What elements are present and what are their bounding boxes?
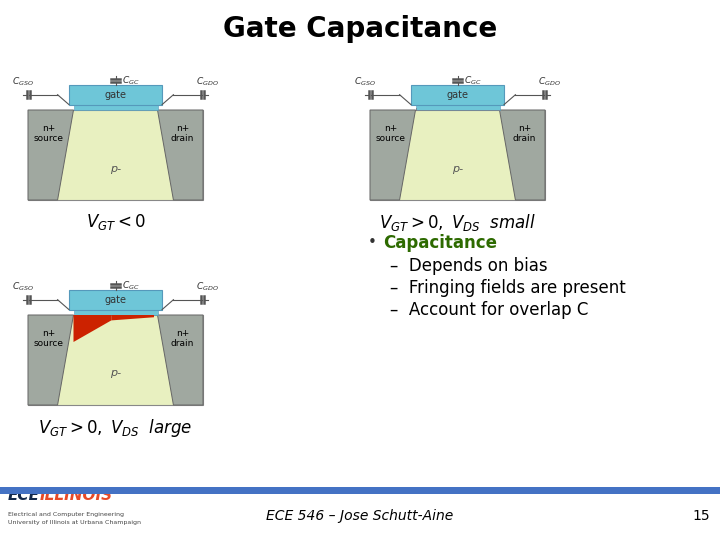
Text: $C_{GSO}$: $C_{GSO}$ [12,76,35,88]
Bar [69,85,162,105]
Text: p-: p- [110,368,121,379]
Text: –  Account for overlap C: – Account for overlap C [390,301,588,319]
Bar [415,107,500,111]
Text: n+
drain: n+ drain [171,329,194,348]
Text: 15: 15 [693,509,710,523]
Text: p-: p- [452,164,463,173]
Text: –  Depends on bias: – Depends on bias [390,257,548,275]
Bar [73,105,158,110]
Text: gate: gate [104,90,127,100]
Text: $C_{GSO}$: $C_{GSO}$ [12,280,35,293]
Text: Capacitance: Capacitance [383,234,497,252]
Text: $C_{GC}$: $C_{GC}$ [122,74,140,86]
Text: gate: gate [104,295,127,305]
Polygon shape [500,110,545,200]
Text: $V_{GT} > 0, \; V_{DS}$  small: $V_{GT} > 0, \; V_{DS}$ small [379,212,536,233]
Bar [73,309,158,315]
Polygon shape [370,110,415,200]
Polygon shape [158,110,203,200]
Text: •: • [368,235,377,250]
Text: n+
drain: n+ drain [171,124,194,143]
Text: n+
source: n+ source [33,329,63,348]
Bar [69,290,162,309]
Text: $C_{GC}$: $C_{GC}$ [464,74,482,86]
Bar [28,110,203,200]
Text: ILLINOIS: ILLINOIS [40,489,113,503]
Polygon shape [73,315,112,342]
Polygon shape [158,315,203,405]
Text: n+
source: n+ source [33,124,63,143]
Text: Electrical and Computer Engineering: Electrical and Computer Engineering [8,512,124,517]
Polygon shape [28,110,73,200]
Text: ECE: ECE [8,489,40,503]
Text: n+
source: n+ source [375,124,405,143]
Text: $V_{GT} > 0, \; V_{DS}$  large: $V_{GT} > 0, \; V_{DS}$ large [38,417,193,439]
Text: $C_{GDO}$: $C_{GDO}$ [197,280,219,293]
Bar [370,110,545,200]
Bar [415,105,500,110]
Bar [28,315,203,405]
Polygon shape [112,315,154,320]
Text: $C_{GDO}$: $C_{GDO}$ [197,76,219,88]
Text: $C_{GSO}$: $C_{GSO}$ [354,76,377,88]
Text: n+
drain: n+ drain [513,124,536,143]
Bar [411,85,504,105]
Text: Gate Capacitance: Gate Capacitance [223,15,497,43]
Text: $C_{GC}$: $C_{GC}$ [122,279,140,292]
Text: p-: p- [110,164,121,173]
Text: $C_{GDO}$: $C_{GDO}$ [539,76,561,88]
Text: University of Illinois at Urbana Champaign: University of Illinois at Urbana Champai… [8,520,141,525]
Text: –  Fringing fields are present: – Fringing fields are present [390,279,626,297]
Text: gate: gate [446,90,469,100]
Polygon shape [28,315,73,405]
Text: ECE 546 – Jose Schutt-Aine: ECE 546 – Jose Schutt-Aine [266,509,454,523]
Text: $V_{GT} < 0$: $V_{GT} < 0$ [86,212,145,232]
